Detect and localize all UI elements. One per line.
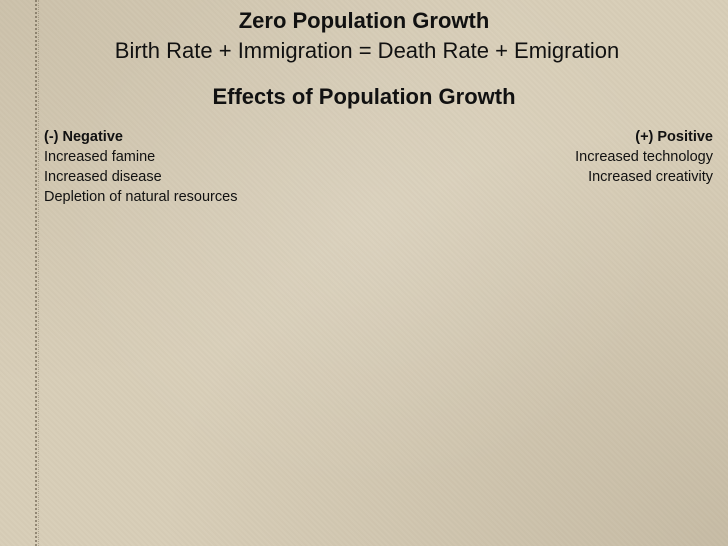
- dotted-margin-line: [35, 0, 37, 546]
- section-heading: Effects of Population Growth: [212, 84, 516, 109]
- negative-effect-item: Depletion of natural resources: [44, 189, 238, 205]
- dotted-margin-line-secondary: [38, 0, 39, 546]
- positive-effects-column: (+) Positive Increased technology Increa…: [393, 127, 713, 187]
- positive-effects-label: (+) Positive: [635, 129, 713, 145]
- positive-effect-item: Increased technology: [575, 149, 713, 165]
- negative-effects-label: (-) Negative: [44, 129, 123, 145]
- negative-effect-item: Increased famine: [44, 149, 156, 165]
- slide-title: Zero Population Growth: [238, 8, 490, 33]
- negative-effect-item: Increased disease: [44, 169, 162, 185]
- slide-subtitle-equation: Birth Rate + Immigration = Death Rate + …: [114, 38, 620, 63]
- positive-effect-item: Increased creativity: [588, 169, 713, 185]
- negative-effects-column: (-) Negative Increased famine Increased …: [44, 127, 364, 207]
